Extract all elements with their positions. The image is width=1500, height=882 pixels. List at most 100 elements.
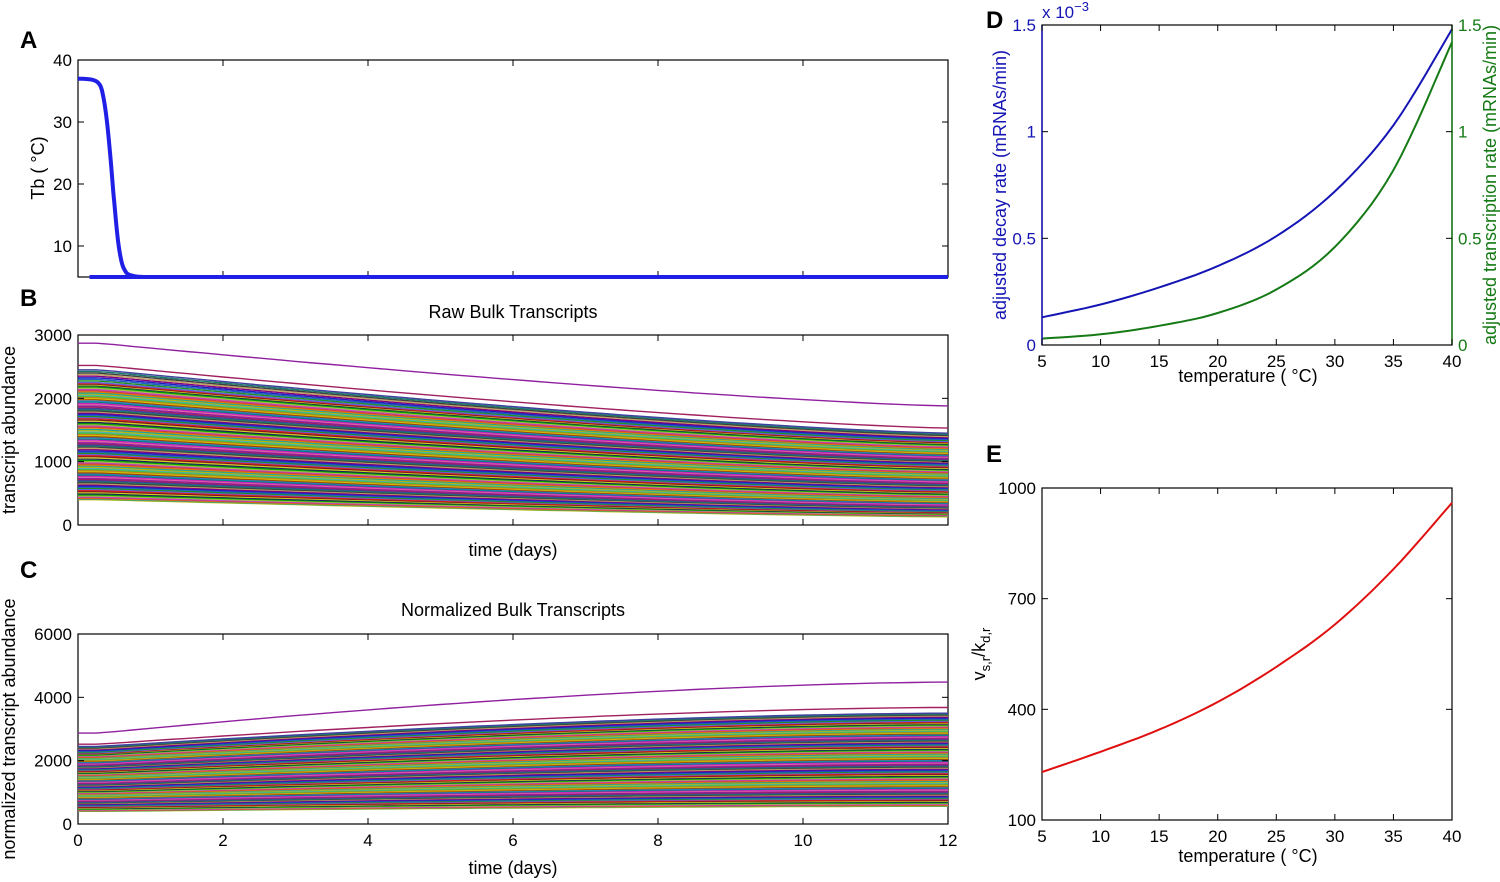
chart-b-series-line [78, 405, 949, 459]
chart-c-series-line [78, 715, 949, 750]
chart-e-ytick-label: 100 [1008, 811, 1036, 830]
chart-c-xtick-label: 8 [653, 831, 662, 850]
chart-c-series-line [78, 706, 948, 745]
chart-c-series-line [78, 720, 949, 754]
chart-a-frame [77, 59, 949, 278]
chart-b-series-line [78, 464, 949, 499]
chart-a-ytick-label: 20 [53, 175, 72, 194]
chart-e-ylabel-sub1: s,r [978, 656, 993, 671]
chart-b-series-line [78, 412, 949, 464]
chart-b-series-line [78, 380, 949, 442]
chart-d: 0 0 0.5 0.5 1 1 1.5 1.5 5 10 15 20 25 30 35 40 x 10−3 t… [990, 0, 1500, 386]
chart-c-ytick-label: 2000 [34, 752, 72, 771]
chart-c-xtick-label: 12 [939, 831, 958, 850]
chart-b-series-line [78, 446, 949, 487]
chart-b: Raw Bulk Transcripts 0 1000 2000 3000 time … [0, 302, 949, 560]
chart-b-series-line [78, 407, 949, 461]
chart-d-ytick-label-right: 1.5 [1458, 16, 1482, 35]
chart-d-line-decay [1041, 28, 1453, 319]
chart-b-series-line [78, 373, 949, 438]
chart-b-series-line [78, 404, 949, 458]
chart-b-series-line [78, 420, 949, 469]
chart-c-xtick-label: 4 [363, 831, 372, 850]
chart-e-ylabel-sub2: d,r [978, 627, 993, 643]
chart-e-ylabel: vs,r/kd,r [969, 627, 993, 680]
chart-b-series-line [78, 432, 949, 477]
chart-b-series-line [78, 375, 949, 439]
chart-b-series-line [78, 402, 949, 458]
chart-b-series-line [78, 465, 949, 500]
chart-b-series-line [78, 459, 949, 496]
chart-c-ytick-label: 6000 [34, 625, 72, 644]
chart-c-xtick-label: 2 [218, 831, 227, 850]
chart-e-xtick-label: 40 [1443, 827, 1462, 846]
chart-e-xtick-label: 20 [1208, 827, 1227, 846]
chart-b-series-line [78, 424, 949, 472]
chart-e-xtick-label: 10 [1091, 827, 1110, 846]
chart-e: 100 400 700 1000 5 10 15 20 25 30 35 40 temperature… [969, 479, 1461, 866]
chart-d-ytick-label-left: 1.5 [1012, 16, 1036, 35]
chart-c-series-line [78, 681, 949, 734]
chart-b-series-line [78, 396, 949, 454]
chart-c: Normalized Bulk Transcripts 020004000600… [0, 598, 957, 878]
chart-b-series-line [78, 461, 949, 496]
chart-b-series-line [78, 342, 949, 407]
chart-b-series-line [78, 431, 949, 477]
chart-b-series-line [78, 436, 949, 481]
chart-b-series-line [78, 378, 949, 441]
chart-e-line [1041, 502, 1453, 773]
chart-b-series-line [78, 453, 949, 492]
chart-d-ytick-label-left: 0.5 [1012, 229, 1036, 248]
chart-b-series-line [78, 451, 949, 490]
chart-c-xtick-label: 6 [508, 831, 517, 850]
chart-d-exponent-power: −3 [1074, 0, 1089, 14]
chart-b-series-line [78, 411, 949, 463]
panel-label-a: A [20, 27, 37, 54]
chart-b-series-line [78, 438, 949, 481]
chart-b-series-line [78, 443, 949, 485]
chart-b-series-line [78, 413, 949, 465]
chart-b-series-line [78, 400, 949, 456]
chart-b-series-line [78, 442, 949, 484]
chart-b-series-line [78, 458, 949, 495]
chart-c-series-line [78, 714, 948, 749]
chart-d-xlabel: temperature ( °C) [1178, 366, 1317, 386]
chart-d-frame [1041, 24, 1453, 346]
chart-b-series-line [78, 417, 949, 468]
chart-e-frame [1041, 487, 1453, 821]
chart-b-series-line [78, 416, 949, 467]
chart-e-xlabel: temperature ( °C) [1178, 846, 1317, 866]
chart-a: 10 20 30 40 Tb ( °C) [28, 51, 949, 279]
chart-a-ytick-label: 40 [53, 51, 72, 70]
chart-c-xtick-label: 10 [794, 831, 813, 850]
chart-c-ylabel: normalized transcript abundance [0, 598, 19, 859]
chart-b-series-line [78, 429, 949, 476]
chart-b-ticks: 0 1000 2000 3000 [34, 326, 949, 535]
chart-b-ylabel: transcript abundance [0, 346, 19, 514]
chart-b-ytick-label: 3000 [34, 326, 72, 345]
chart-b-series-line [78, 369, 949, 434]
chart-c-xlabel: time (days) [468, 858, 557, 878]
chart-b-xlabel: time (days) [468, 540, 557, 560]
chart-b-series-line [78, 452, 949, 491]
chart-d-xtick-label: 35 [1384, 352, 1403, 371]
chart-b-series-line [78, 390, 949, 449]
chart-b-series-line [78, 406, 949, 460]
chart-e-xtick-label: 25 [1267, 827, 1286, 846]
panel-label-b: B [20, 285, 37, 312]
chart-e-ylabel-v: v [969, 671, 989, 680]
chart-a-line-tb [77, 76, 948, 279]
chart-b-series-line [78, 434, 949, 479]
chart-c-series-line [78, 719, 948, 753]
chart-e-lines [1041, 502, 1453, 773]
chart-b-series-line [78, 386, 949, 446]
chart-c-series-line [78, 712, 948, 748]
chart-a-ytick-label: 10 [53, 237, 72, 256]
chart-b-series-line [78, 377, 949, 440]
chart-b-series-line [78, 433, 949, 478]
chart-e-xtick-label: 30 [1325, 827, 1344, 846]
chart-d-xtick-label: 15 [1150, 352, 1169, 371]
chart-d-ytick-label-right: 0 [1458, 336, 1467, 355]
chart-d-ylabel-left: adjusted decay rate (mRNAs/min) [990, 50, 1010, 320]
